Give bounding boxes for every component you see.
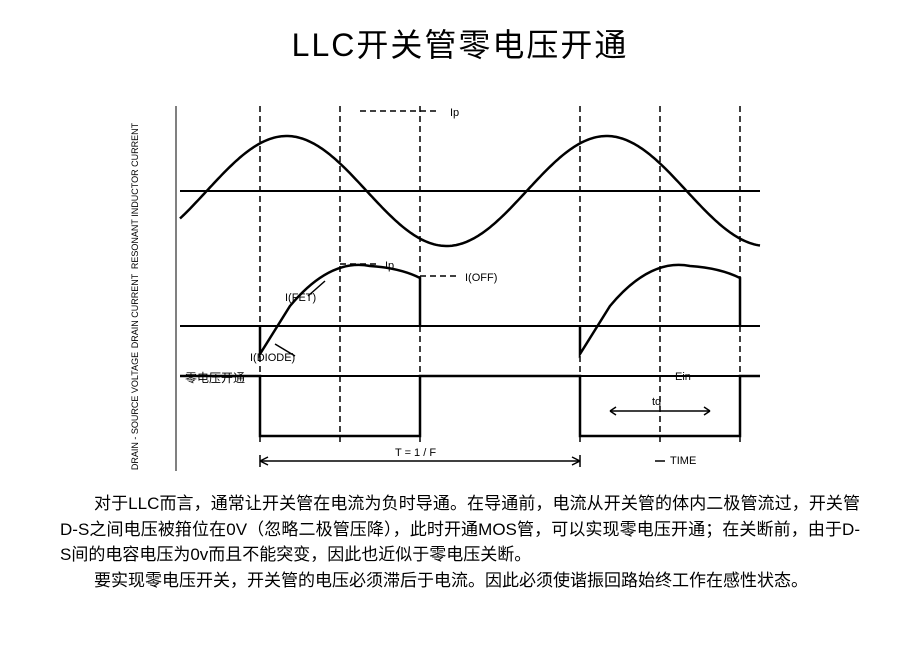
paragraph-2: 要实现零电压开关，开关管的电压必须滞后于电流。因此必须使谐振回路始终工作在感性状… xyxy=(60,568,860,594)
body-text: 对于LLC而言，通常让开关管在电流为负时导通。在导通前，电流从开关管的体内二极管… xyxy=(60,491,860,593)
svg-text:Ip: Ip xyxy=(450,107,459,119)
waveform-diagram: IpIpI(OFF)I(FET)I(DIODE)零电压开通EintqT = 1 … xyxy=(120,76,800,476)
svg-text:Ip: Ip xyxy=(385,260,394,272)
svg-text:RESONANT INDUCTOR CURRENT: RESONANT INDUCTOR CURRENT xyxy=(130,122,140,269)
svg-text:T = 1 / F: T = 1 / F xyxy=(395,447,436,459)
page-title: LLC开关管零电压开通 xyxy=(60,20,860,66)
svg-text:I(OFF): I(OFF) xyxy=(465,272,497,284)
svg-text:tq: tq xyxy=(652,396,661,408)
svg-text:I(DIODE): I(DIODE) xyxy=(250,352,295,364)
svg-text:Ein: Ein xyxy=(675,371,691,383)
svg-text:TIME: TIME xyxy=(670,455,696,467)
svg-text:DRAIN - SOURCE VOLTAGE: DRAIN - SOURCE VOLTAGE xyxy=(130,352,140,470)
paragraph-1: 对于LLC而言，通常让开关管在电流为负时导通。在导通前，电流从开关管的体内二极管… xyxy=(60,491,860,568)
svg-text:DRAIN CURRENT: DRAIN CURRENT xyxy=(130,273,140,348)
svg-text:零电压开通: 零电压开通 xyxy=(185,371,245,385)
